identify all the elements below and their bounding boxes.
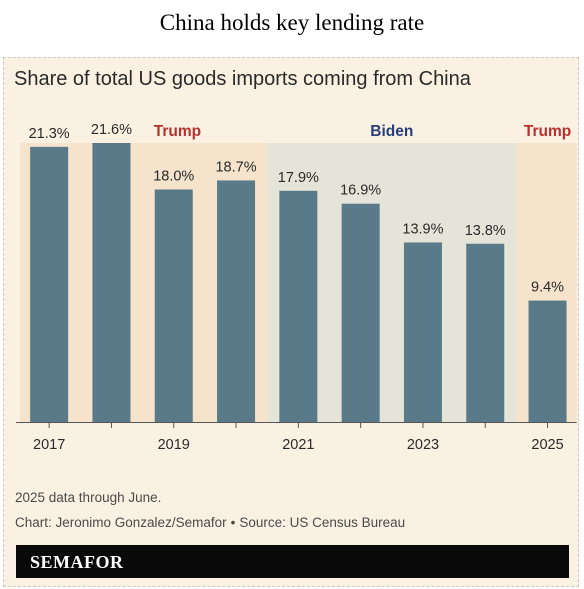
headline: China holds key lending rate [159, 10, 425, 35]
data-label-2018: 21.6% [91, 122, 132, 138]
x-tick-label-2023: 2023 [407, 437, 439, 453]
bar-2018 [92, 143, 131, 422]
bar-2025 [528, 300, 567, 422]
credit-separator: • [230, 515, 236, 530]
period-label-biden-1: Biden [370, 123, 413, 140]
brand-bar: SEMAFOR [16, 545, 569, 578]
credit-line: Chart: Jeronimo Gonzalez/Semafor • Source:… [15, 515, 405, 530]
data-label-2024: 13.8% [465, 223, 506, 239]
bar-2023 [403, 242, 442, 422]
period-label-trump-2: Trump [524, 123, 571, 140]
brand-logo: SEMAFOR [30, 552, 124, 572]
data-label-2021: 17.9% [278, 170, 319, 186]
x-tick-label-2021: 2021 [282, 437, 314, 453]
x-tick-label-2017: 2017 [33, 437, 65, 453]
chart-author: Chart: Jeronimo Gonzalez/Semafor [15, 515, 227, 530]
data-label-2025: 9.4% [531, 280, 564, 296]
bar-2022 [341, 203, 380, 422]
chart-source: Source: US Census Bureau [239, 515, 406, 530]
data-label-2017: 21.3% [29, 126, 70, 142]
x-tick-label-2025: 2025 [531, 437, 563, 453]
bar-2017 [30, 146, 69, 422]
bar-chart: Trump Biden Trump 21.3% 21.6% 18.0% 18.7% 17.9%… [16, 122, 577, 453]
chart-title: Share of total US goods imports coming f… [14, 68, 471, 90]
x-tick-label-2019: 2019 [158, 437, 190, 453]
data-label-2023: 13.9% [402, 221, 443, 237]
data-label-2019: 18.0% [153, 169, 194, 185]
bar-2020 [217, 180, 256, 422]
footnote: 2025 data through June. [15, 490, 162, 505]
data-label-2022: 16.9% [340, 183, 381, 199]
chart-card: Share of total US goods imports coming f… [3, 57, 579, 587]
period-label-trump-0: Trump [154, 123, 201, 140]
bar-2019 [154, 189, 193, 422]
data-label-2020: 18.7% [215, 159, 256, 175]
bar-2024 [466, 243, 505, 422]
bar-2021 [279, 190, 318, 422]
